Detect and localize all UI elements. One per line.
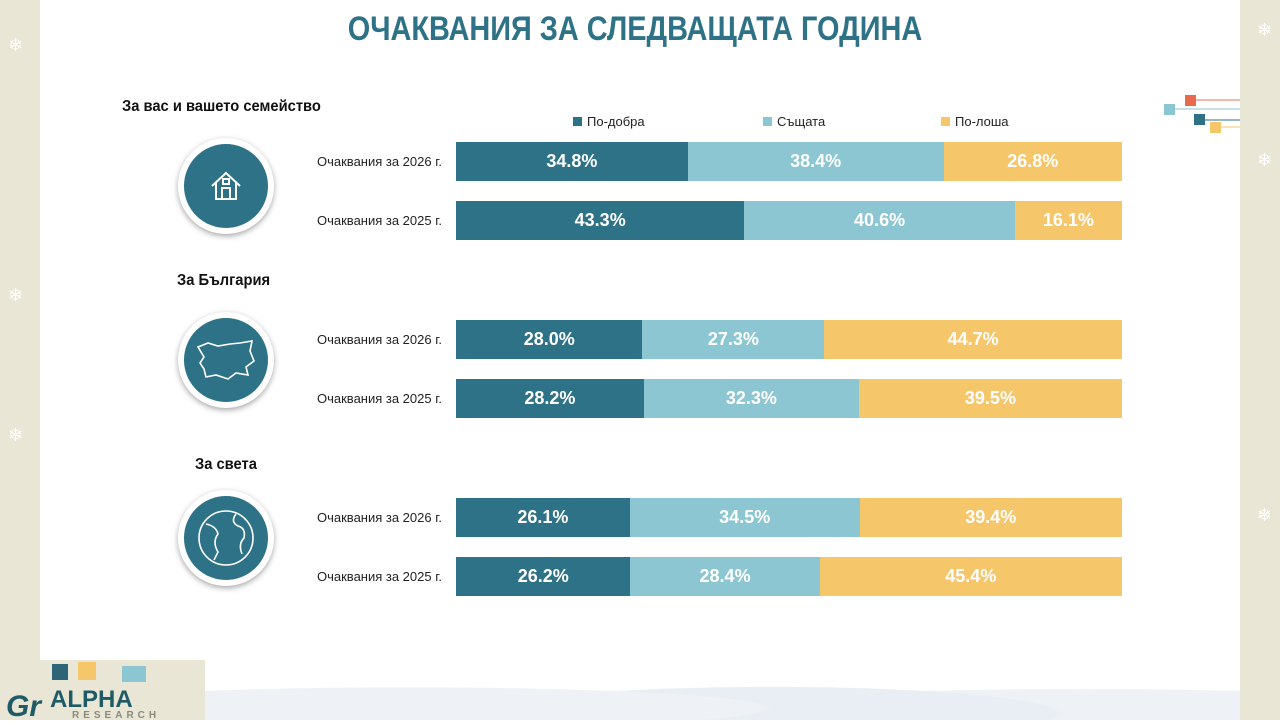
bar-segment-better: 26.1% (456, 498, 630, 537)
data-label: 40.6% (854, 210, 906, 230)
globe-icon (178, 490, 274, 586)
bar-segment-better: 43.3% (456, 201, 745, 240)
bar-segment-better: 28.0% (456, 320, 643, 359)
data-label: 28.0% (523, 329, 575, 349)
stacked-bar: 43.3% 40.6% 16.1% (456, 201, 1122, 240)
bar-segment-same: 40.6% (744, 201, 1015, 240)
row-label: Очаквания за 2026 г. (317, 332, 442, 347)
house-icon (178, 138, 274, 234)
bar-segment-same: 32.3% (643, 379, 859, 418)
data-label: 16.1% (1042, 210, 1094, 230)
data-label: 34.8% (546, 151, 598, 171)
page-title: ОЧАКВАНИЯ ЗА СЛЕДВАЩАТА ГОДИНА (347, 10, 923, 48)
left-decor-band (0, 0, 40, 720)
stacked-bar: 34.8% 38.4% 26.8% (456, 142, 1122, 181)
right-decor-band (1240, 0, 1280, 720)
snowflake-icon: ❄ (1256, 20, 1272, 40)
svg-text:Gr: Gr (6, 690, 43, 720)
row-label: Очаквания за 2025 г. (317, 391, 442, 406)
data-label: 43.3% (574, 210, 626, 230)
snow-decoration (200, 660, 1240, 720)
bar-segment-better: 34.8% (456, 142, 688, 181)
alpha-research-logo: Gr ALPHA RESEARCH (0, 660, 205, 723)
data-label: 26.8% (1007, 151, 1059, 171)
row-label: Очаквания за 2025 г. (317, 569, 442, 584)
bar-segment-better: 28.2% (456, 379, 644, 418)
bar-segment-better: 26.2% (456, 557, 631, 596)
snowflake-icon: ❄ (8, 35, 24, 55)
row-label: Очаквания за 2025 г. (317, 213, 442, 228)
bar-segment-same: 38.4% (687, 142, 944, 181)
stacked-bar: 26.2% 28.4% 45.4% (456, 557, 1122, 596)
data-label: 38.4% (790, 151, 842, 171)
data-label: 39.5% (964, 388, 1016, 408)
bar-segment-worse: 44.7% (824, 320, 1122, 359)
data-label: 27.3% (707, 329, 759, 349)
bar-segment-worse: 39.5% (858, 379, 1122, 418)
snowflake-icon: ❄ (1256, 150, 1272, 170)
row-label: Очаквания за 2026 г. (317, 154, 442, 169)
data-label: 44.7% (947, 329, 999, 349)
bar-segment-same: 28.4% (630, 557, 820, 596)
svg-text:ALPHA: ALPHA (50, 686, 133, 713)
row-label: Очаквания за 2026 г. (317, 510, 442, 525)
section-title-bulgaria: За България (177, 272, 271, 289)
data-label: 32.3% (725, 388, 777, 408)
data-label: 28.4% (699, 566, 751, 586)
bar-segment-worse: 39.4% (859, 498, 1122, 537)
data-label: 26.1% (517, 507, 569, 527)
data-label: 28.2% (524, 388, 576, 408)
svg-text:RESEARCH: RESEARCH (72, 710, 160, 720)
data-label: 26.2% (517, 566, 569, 586)
legend-item-worse: По-лоша (941, 114, 1009, 129)
legend-item-better: По-добра (573, 114, 645, 129)
stacked-bar: 26.1% 34.5% 39.4% (456, 498, 1122, 537)
bar-segment-same: 27.3% (642, 320, 825, 359)
bar-segment-same: 34.5% (629, 498, 860, 537)
data-label: 39.4% (965, 507, 1017, 527)
bulgaria-map-icon (178, 312, 274, 408)
bar-segment-worse: 26.8% (943, 142, 1122, 181)
bar-segment-worse: 45.4% (819, 557, 1122, 596)
stacked-bar: 28.0% 27.3% 44.7% (456, 320, 1122, 359)
stacked-bar: 28.2% 32.3% 39.5% (456, 379, 1122, 418)
data-label: 45.4% (945, 566, 997, 586)
snowflake-icon: ❄ (8, 285, 24, 305)
bar-segment-worse: 16.1% (1014, 201, 1122, 240)
legend-item-same: Същата (763, 114, 825, 129)
snowflake-icon: ❄ (1256, 505, 1272, 525)
snowflake-icon: ❄ (8, 425, 24, 445)
decor-squares (1164, 95, 1240, 133)
data-label: 34.5% (719, 507, 771, 527)
section-title-world: За света (195, 456, 257, 473)
section-title-family: За вас и вашето семейство (122, 98, 321, 115)
